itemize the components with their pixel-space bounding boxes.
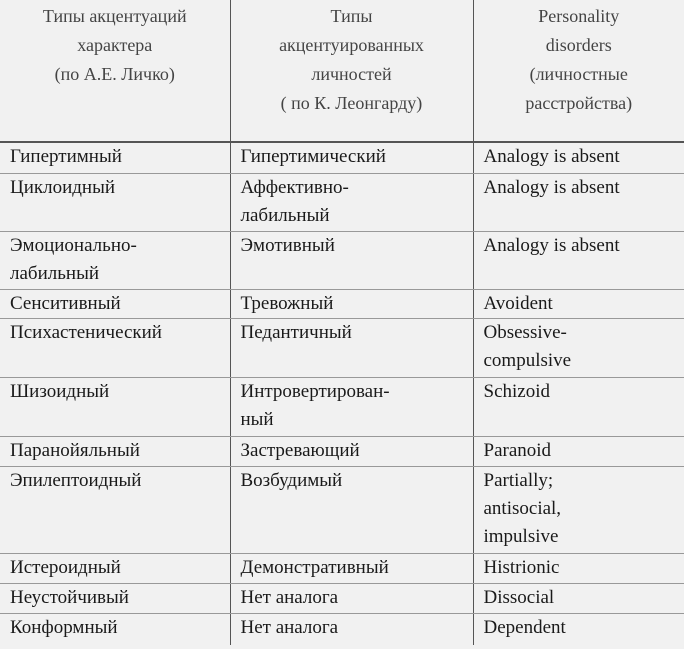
table-cell: Неустойчивый (0, 583, 230, 614)
table-cell: Конформный (10, 616, 118, 638)
table-cell: Нет аналога (229, 613, 473, 645)
table-cell: Эмотивный (229, 231, 473, 290)
table-row: Паранойяльный Застревающий Paranoid (0, 436, 684, 467)
table-row: Конформный Нет аналога Dependent (0, 613, 684, 645)
table-cell: Analogy is absent (472, 142, 684, 174)
table-cell: Паранойяльный (0, 436, 230, 467)
table-cell: Analogy is absent (472, 231, 684, 290)
table-cell: Сенситивный (0, 289, 230, 319)
table-cell: Analogy is absent (472, 173, 684, 232)
table-row: Шизоидный Интровертирован- ный Schizoid (0, 377, 684, 437)
table-row: Истероидный Демонстративный Histrionic (0, 553, 684, 584)
table-row: Неустойчивый Нет аналога Dissocial (0, 583, 684, 614)
table-cell: Эмоционально- лабильный (0, 231, 230, 290)
table-cell: Paranoid (472, 436, 684, 467)
table-cell: Аффективно- лабильный (229, 173, 473, 232)
header-cell: Типы акцентуаций характера (по А.Е. Личк… (0, 0, 230, 143)
table-cell: Демонстративный (229, 553, 473, 584)
table-row: Эпилептоидный Возбудимый Partially; antiso… (0, 466, 684, 554)
table-cell: Возбудимый (229, 466, 473, 554)
table-cell: Schizoid (472, 377, 684, 437)
table-row: Психастенический Педантичный Obsessive- co… (0, 318, 684, 378)
table-row: Сенситивный Тревожный Avoident (0, 289, 684, 319)
table-cell: Шизоидный (0, 377, 230, 437)
table-cell: Психастенический (0, 318, 230, 378)
table-cell: Dependent (472, 613, 684, 645)
table-cell: Dissocial (472, 583, 684, 614)
header-row: Типы акцентуаций характера (по А.Е. Личк… (0, 0, 684, 143)
table-cell: Интровертирован- ный (229, 377, 473, 437)
table-cell: Avoident (472, 289, 684, 319)
table-cell: Гипертимический (229, 142, 473, 174)
table-cell: Застревающий (229, 436, 473, 467)
header-cell: Типы акцентуированных личностей ( по К. … (229, 0, 473, 143)
table-cell: Циклоидный (0, 173, 230, 232)
table-cell: Partially; antisocial, impulsive (472, 466, 684, 554)
table-cell: Эпилептоидный (0, 466, 230, 554)
table-row: Циклоидный Аффективно- лабильный Analogy i… (0, 173, 684, 232)
table-cell: Тревожный (229, 289, 473, 319)
table-cell: Нет аналога (229, 583, 473, 614)
table-row: Гипертимный Гипертимический Analogy is abs… (0, 142, 684, 174)
table-cell: Истероидный (0, 553, 230, 584)
table-cell: Гипертимный (0, 142, 230, 174)
header-cell: Personality disorders (личностные расстр… (472, 0, 684, 143)
table-row: Эмоционально- лабильный Эмотивный Analogy … (0, 231, 684, 290)
table-cell: Obsessive- compulsive (472, 318, 684, 378)
table-cell: Педантичный (229, 318, 473, 378)
table-cell: Histrionic (472, 553, 684, 584)
